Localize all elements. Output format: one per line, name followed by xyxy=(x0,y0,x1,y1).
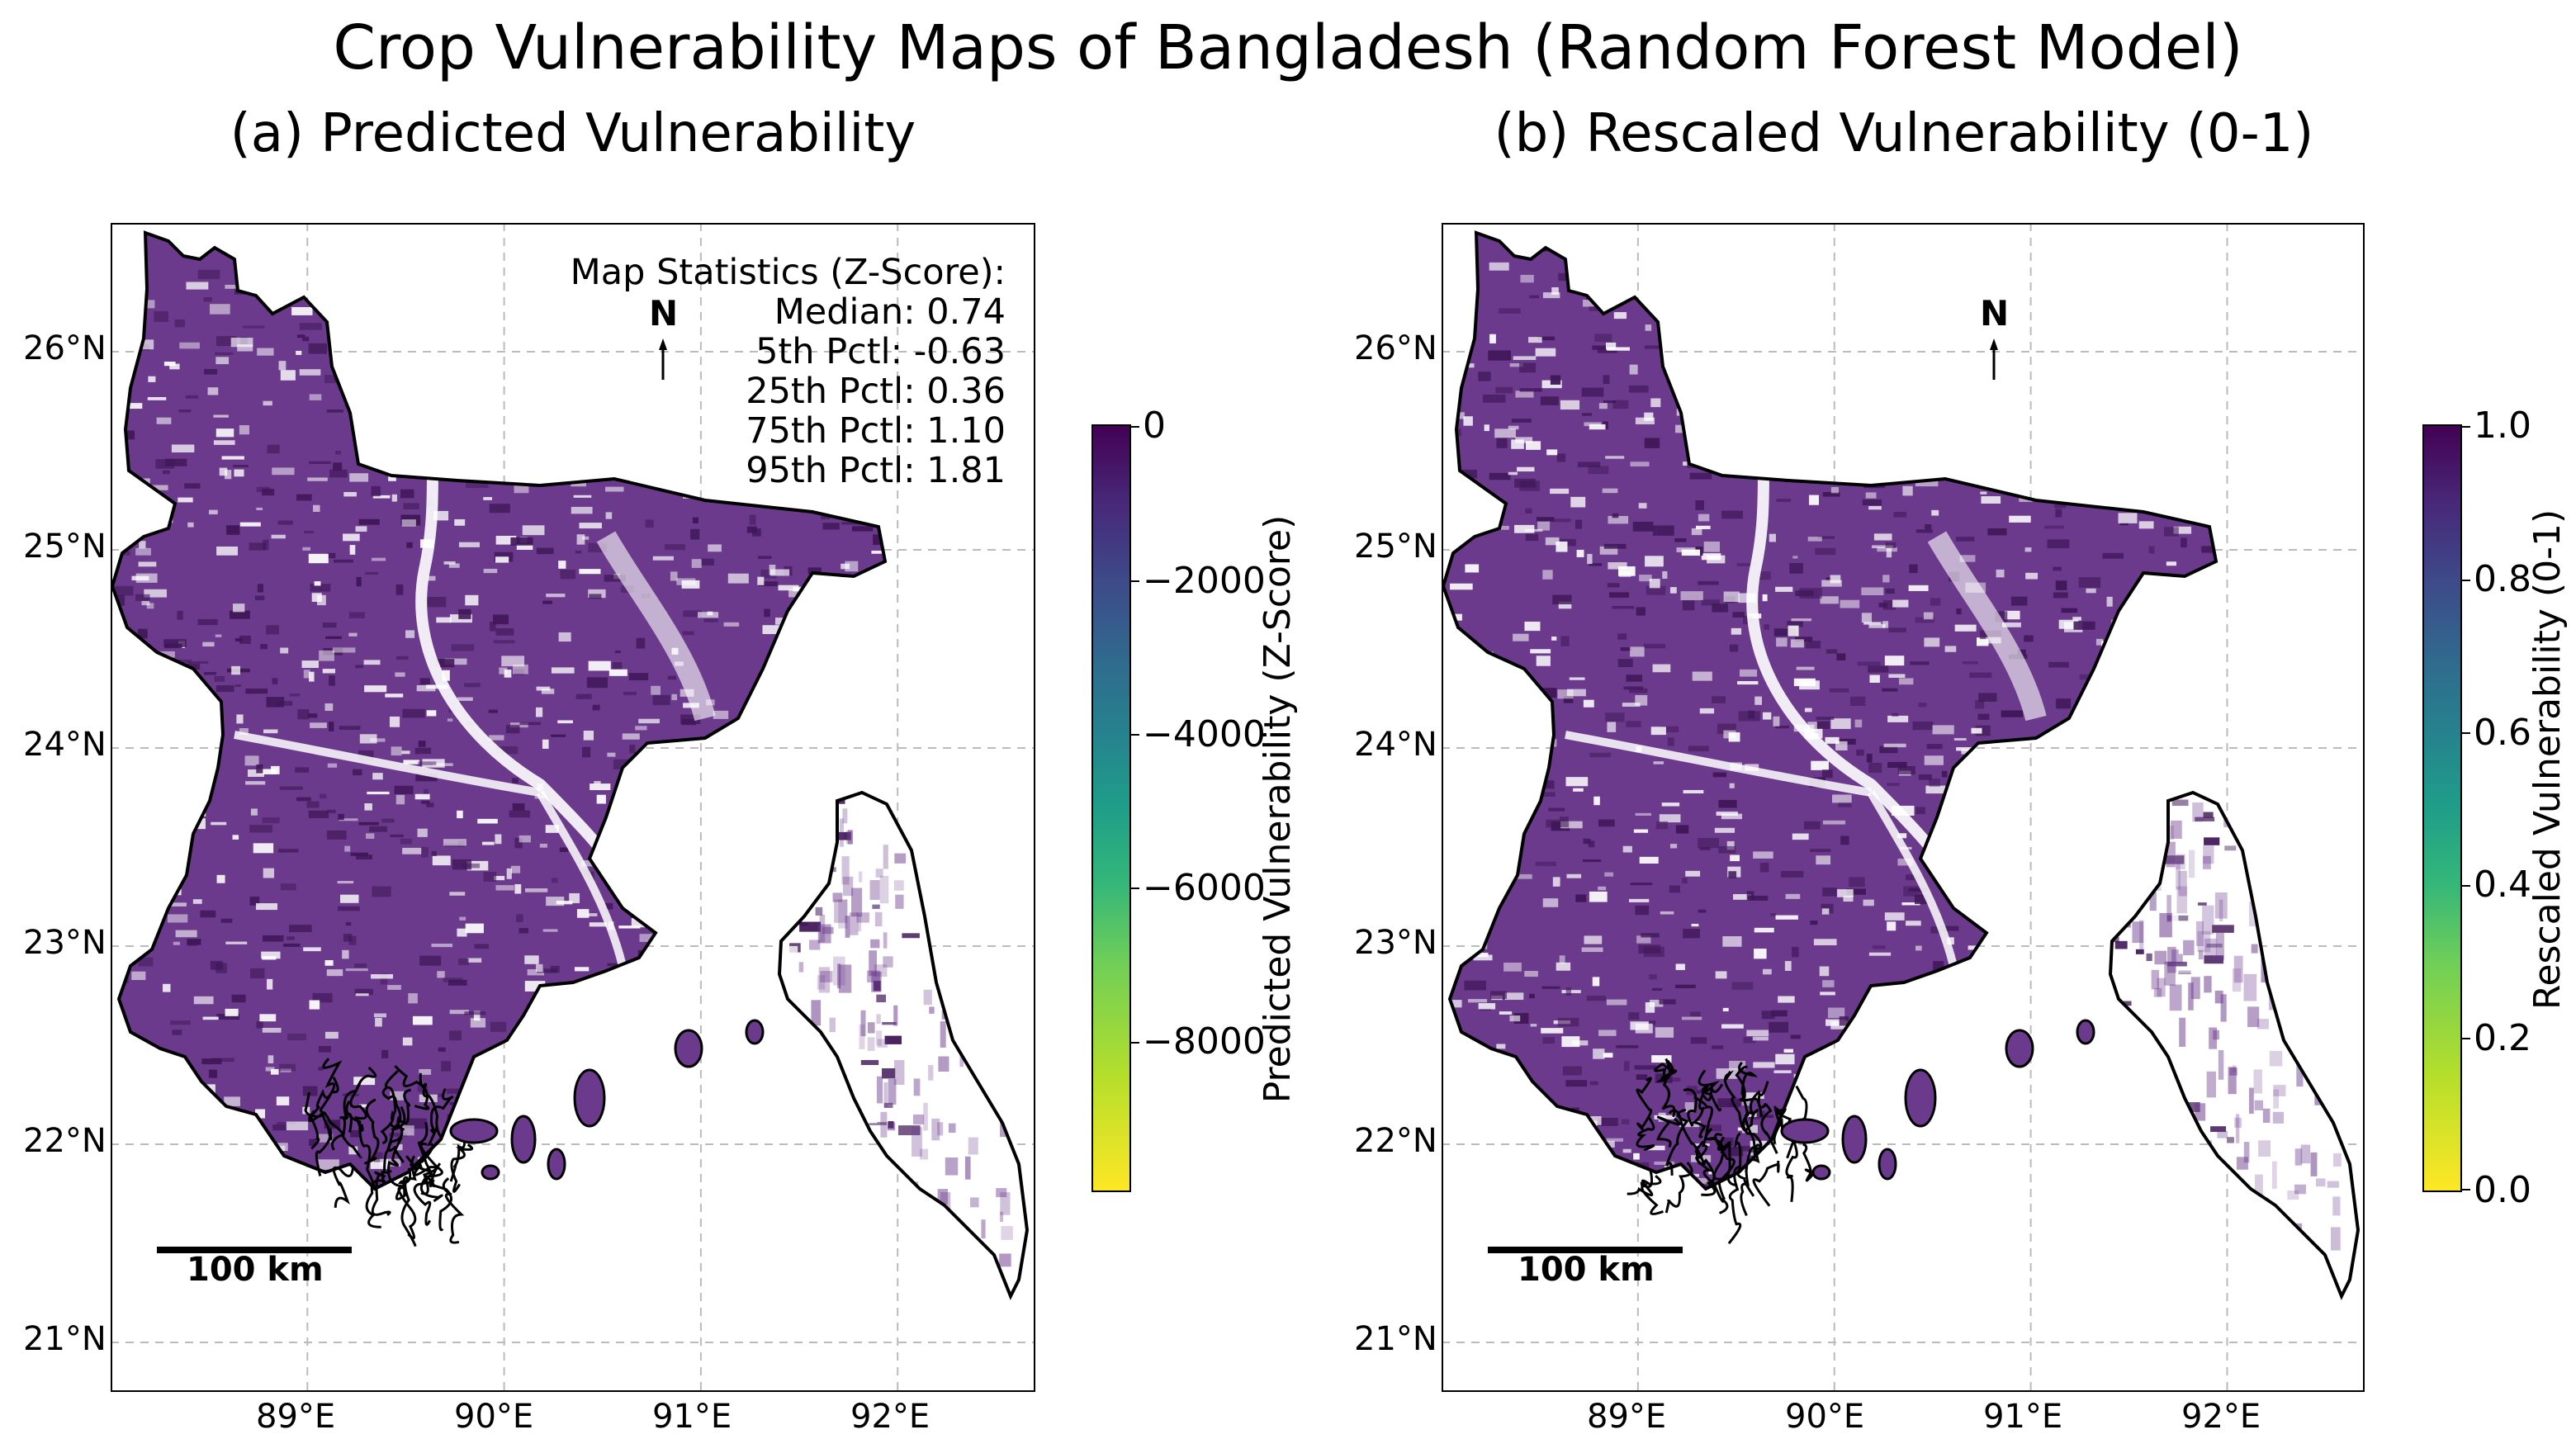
stats-p75: 75th Pctl: 1.10 xyxy=(746,410,1006,452)
sundarbans-outline xyxy=(1627,1058,1814,1245)
map-panel-a xyxy=(110,223,1035,1392)
island xyxy=(2076,1019,2095,1045)
lat-tick-a-22: 22°N xyxy=(23,1122,107,1160)
panel-b-title: (b) Rescaled Vulnerability (0-1) xyxy=(1494,103,2314,164)
north-arrow-label-a: N xyxy=(649,293,679,334)
lon-tick-b-92: 92°E xyxy=(2181,1398,2261,1436)
island xyxy=(1841,1115,1868,1164)
island xyxy=(573,1068,606,1128)
cb-b-tick-3: 0.4 xyxy=(2474,864,2531,906)
map-b-svg xyxy=(1441,223,2365,1392)
island xyxy=(547,1148,566,1181)
cb-a-tick-4: −8000 xyxy=(1143,1020,1266,1063)
colorbar-a xyxy=(1091,424,1131,1192)
cb-b-tick-1: 0.8 xyxy=(2474,558,2531,600)
cb-b-tickmark-2 xyxy=(2460,732,2470,734)
colorbar-b xyxy=(2422,424,2462,1192)
lon-tick-a-90: 90°E xyxy=(454,1398,534,1436)
island xyxy=(1811,1164,1831,1181)
scale-bar-label-a: 100 km xyxy=(187,1251,324,1289)
cb-b-tick-0: 1.0 xyxy=(2474,405,2531,447)
lat-tick-a-23: 23°N xyxy=(23,924,107,962)
lon-tick-b-91: 91°E xyxy=(1983,1398,2063,1436)
southeast-outline xyxy=(2108,790,2361,1300)
cb-a-tickmark-2 xyxy=(1129,734,1139,736)
lat-tick-b-23: 23°N xyxy=(1354,924,1437,962)
lat-tick-b-25: 25°N xyxy=(1354,528,1437,566)
lon-tick-a-92: 92°E xyxy=(850,1398,930,1436)
country-outline xyxy=(110,230,888,1191)
cb-a-tickmark-4 xyxy=(1129,1042,1139,1044)
scale-bar-a xyxy=(157,1247,352,1253)
lat-tick-b-22: 22°N xyxy=(1354,1122,1437,1160)
island xyxy=(449,1118,499,1144)
river xyxy=(1927,531,2047,722)
stats-p5: 5th Pctl: -0.63 xyxy=(755,331,1006,372)
lon-tick-a-91: 91°E xyxy=(652,1398,732,1436)
lon-tick-a-89: 89°E xyxy=(256,1398,336,1436)
country-outline xyxy=(1441,230,2218,1191)
map-statistics: Map Statistics (Z-Score): Median: 0.74 5… xyxy=(495,253,1006,490)
scale-bar-b xyxy=(1488,1247,1683,1253)
southeast-outline xyxy=(777,790,1030,1300)
lat-tick-a-26: 26°N xyxy=(23,329,107,367)
cb-b-tickmark-1 xyxy=(2460,580,2470,581)
scale-bar-label-b: 100 km xyxy=(1518,1251,1655,1289)
lon-tick-b-90: 90°E xyxy=(1785,1398,1865,1436)
cb-b-tickmark-0 xyxy=(2460,426,2470,428)
map-frame xyxy=(111,223,1035,1392)
stats-p95: 95th Pctl: 1.81 xyxy=(746,450,1006,491)
cb-a-tickmark-0 xyxy=(1129,426,1139,428)
river xyxy=(234,731,541,797)
island xyxy=(1904,1068,1937,1128)
lat-tick-b-21: 21°N xyxy=(1354,1320,1437,1358)
figure-title: Crop Vulnerability Maps of Bangladesh (R… xyxy=(333,12,2243,83)
north-arrow-label-b: N xyxy=(1980,293,2010,334)
cb-a-tick-3: −6000 xyxy=(1143,867,1266,909)
cb-a-tickmark-3 xyxy=(1129,888,1139,889)
land-fill xyxy=(1443,233,2358,1296)
panel-a-title: (a) Predicted Vulnerability xyxy=(230,103,916,164)
north-arrow-icon-b xyxy=(1990,338,1998,380)
cb-a-tick-0: 0 xyxy=(1143,405,1166,447)
island xyxy=(1780,1118,1830,1144)
sundarbans-outline xyxy=(304,1058,474,1247)
stats-heading: Map Statistics (Z-Score): xyxy=(570,252,1006,293)
lat-tick-a-24: 24°N xyxy=(23,726,107,764)
lat-tick-b-26: 26°N xyxy=(1354,329,1437,367)
cb-a-tick-1: −2000 xyxy=(1143,560,1266,602)
island xyxy=(510,1115,537,1164)
river xyxy=(536,790,627,968)
lat-tick-a-25: 25°N xyxy=(23,528,107,566)
cb-b-tickmark-5 xyxy=(2460,1189,2470,1190)
cb-a-tickmark-1 xyxy=(1129,580,1139,582)
north-arrow-icon-a xyxy=(659,338,667,380)
stats-median: Median: 0.74 xyxy=(774,291,1006,333)
island xyxy=(2005,1029,2034,1068)
map-panel-b xyxy=(1441,223,2365,1392)
cb-b-tickmark-4 xyxy=(2460,1038,2470,1039)
cb-b-tick-2: 0.6 xyxy=(2474,712,2531,754)
cb-b-tick-4: 0.2 xyxy=(2474,1017,2531,1059)
stats-p25: 25th Pctl: 0.36 xyxy=(746,371,1006,412)
cb-b-tick-5: 0.0 xyxy=(2474,1169,2531,1211)
lon-tick-b-89: 89°E xyxy=(1587,1398,1667,1436)
lat-tick-a-21: 21°N xyxy=(23,1320,107,1358)
map-a-svg xyxy=(110,223,1035,1392)
island xyxy=(674,1029,703,1068)
river xyxy=(1867,790,1958,968)
map-frame xyxy=(1442,223,2365,1392)
river xyxy=(596,531,716,722)
colorbar-a-label: Predicted Vulnerability (Z-Score) xyxy=(1257,514,1299,1104)
island xyxy=(1878,1148,1897,1181)
island xyxy=(745,1019,765,1045)
colorbar-b-label: Rescaled Vulnerability (0-1) xyxy=(2526,509,2569,1011)
river xyxy=(1565,731,1872,797)
lat-tick-b-24: 24°N xyxy=(1354,726,1437,764)
island xyxy=(481,1164,500,1181)
cb-a-tick-2: −4000 xyxy=(1143,713,1266,755)
cb-b-tickmark-3 xyxy=(2460,885,2470,887)
